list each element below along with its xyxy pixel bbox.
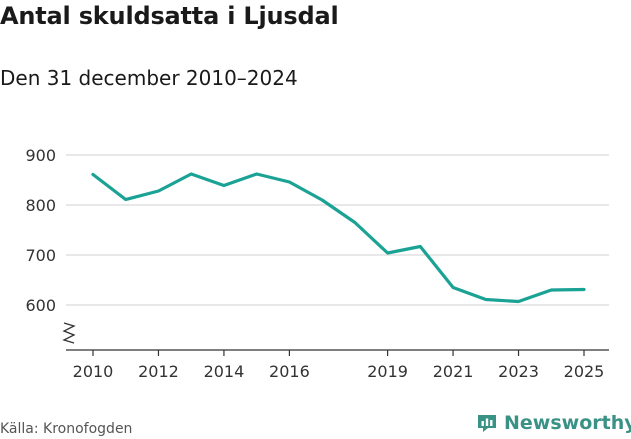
- x-tick-label-2010: 2010: [73, 362, 114, 381]
- line-chart: 600 700 800 900 2010 2012 2014 2016 2019 2021 202…: [25, 146, 609, 381]
- axis-break-icon: [62, 322, 76, 344]
- x-tick-label-2012: 2012: [138, 362, 179, 381]
- chart-title: Antal skuldsatta i Ljusdal: [0, 2, 339, 30]
- brand-logo: Newsworthy: [476, 409, 631, 437]
- brand-name: Newsworthy: [504, 412, 631, 434]
- x-tick-label-2016: 2016: [269, 362, 310, 381]
- x-tick-label-2019: 2019: [367, 362, 408, 381]
- y-tick-label-600: 600: [25, 296, 56, 315]
- gridlines: [66, 154, 609, 306]
- y-tick-label-700: 700: [25, 246, 56, 265]
- newsworthy-logo-icon: [478, 415, 496, 432]
- y-tick-label-900: 900: [25, 146, 56, 165]
- x-axis-tick-labels: 2010 2012 2014 2016 2019 2021 2023 2025: [73, 362, 605, 381]
- x-tick-label-2023: 2023: [498, 362, 539, 381]
- x-axis: [62, 322, 609, 356]
- x-tick-label-2021: 2021: [433, 362, 474, 381]
- series-line-0: [91, 172, 586, 304]
- series-layer: [91, 172, 586, 304]
- x-tick-label-2014: 2014: [204, 362, 245, 381]
- y-tick-label-800: 800: [25, 196, 56, 215]
- x-tick-label-2025: 2025: [564, 362, 605, 381]
- source-label: Källa: Kronofogden: [0, 421, 133, 437]
- chart-subtitle: Den 31 december 2010–2024: [0, 66, 298, 90]
- y-axis-tick-labels: 600 700 800 900: [25, 146, 56, 315]
